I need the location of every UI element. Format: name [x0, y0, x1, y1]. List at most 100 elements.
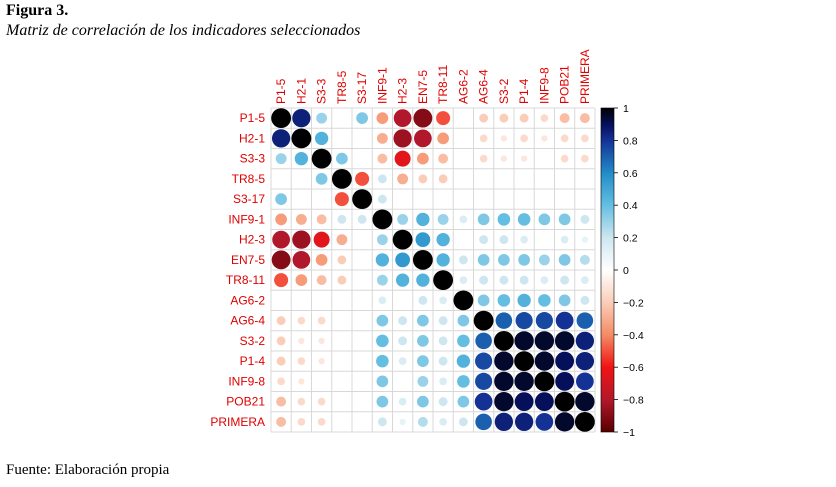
correlation-cell: [395, 273, 410, 287]
correlation-cell: [355, 171, 370, 186]
correlation-cell: [433, 270, 454, 291]
correlation-cell: [317, 418, 326, 426]
correlation-cell: [397, 213, 409, 225]
correlation-cell: [477, 294, 490, 307]
correlation-cell: [276, 396, 287, 407]
correlation-cell: [439, 296, 447, 305]
row-label: PRIMERA: [210, 415, 265, 429]
colorbar-tick-label: −0.6: [623, 362, 644, 374]
correlation-cell: [456, 354, 471, 368]
colorbar-tick-label: 0.2: [623, 233, 638, 245]
correlation-cell: [518, 254, 530, 266]
correlation-cell: [457, 334, 470, 348]
column-label: POB21: [558, 65, 572, 104]
column-label: S3-3: [315, 78, 329, 104]
row-label: INF9-1: [228, 212, 265, 226]
correlation-cell: [337, 275, 347, 285]
correlation-cell: [399, 418, 406, 426]
correlation-cell: [554, 331, 575, 351]
correlation-cell: [494, 412, 514, 432]
correlation-cell: [297, 357, 306, 365]
correlation-cell: [534, 351, 555, 371]
correlation-cell: [538, 294, 551, 307]
correlation-cell: [376, 375, 389, 388]
colorbar-tick-label: −1: [623, 427, 635, 439]
correlation-cell: [276, 316, 286, 326]
correlation-cell: [520, 155, 528, 162]
column-label: PRIMERA: [578, 49, 592, 104]
colorbar-tick-label: 0: [623, 265, 629, 277]
correlation-cell: [497, 294, 511, 307]
correlation-cell: [459, 276, 468, 284]
row-label: TR8-11: [226, 273, 265, 287]
column-label: INF9-1: [375, 67, 389, 104]
correlation-cell: [417, 355, 429, 367]
correlation-cell: [318, 357, 325, 365]
correlation-cell: [377, 174, 387, 184]
correlation-cell: [272, 230, 290, 249]
correlation-cell: [271, 129, 291, 148]
correlation-cell: [560, 154, 569, 163]
row-label: H2-3: [239, 233, 265, 247]
correlation-cell: [417, 395, 429, 408]
correlation-cell: [475, 372, 493, 390]
correlation-cell: [311, 148, 332, 169]
correlation-cell: [297, 316, 306, 325]
correlation-cell: [377, 153, 388, 164]
correlation-cell: [459, 215, 468, 224]
correlation-cell: [479, 134, 488, 143]
correlation-cell: [416, 273, 430, 287]
colorbar-tick-label: 0.8: [623, 135, 638, 147]
correlation-cell: [475, 352, 493, 370]
correlation-cell: [457, 375, 470, 388]
correlation-cell: [493, 330, 514, 351]
correlation-cell: [417, 375, 429, 387]
correlation-cell: [520, 134, 528, 143]
correlation-cell: [376, 274, 388, 286]
correlation-cell: [494, 351, 514, 371]
correlation-cell: [331, 168, 352, 189]
column-label: H2-1: [294, 78, 308, 104]
correlation-cell: [559, 113, 570, 124]
correlation-cell: [473, 310, 494, 331]
row-label: S3-17: [233, 192, 265, 206]
correlation-cell: [395, 252, 410, 268]
row-label: TR8-5: [232, 172, 266, 186]
correlation-cell: [271, 250, 291, 270]
correlation-cell: [519, 113, 529, 123]
correlation-cell: [438, 336, 448, 346]
correlation-cell: [418, 295, 428, 305]
correlation-cell: [494, 391, 514, 412]
correlation-cell: [555, 351, 575, 371]
correlation-cell: [398, 397, 407, 406]
correlation-cell: [479, 113, 489, 123]
correlation-cell: [417, 416, 428, 427]
correlation-cell: [580, 295, 590, 305]
correlation-cell: [297, 397, 306, 406]
row-label: AG6-4: [230, 314, 265, 328]
figure-label: Figura 3.: [6, 2, 69, 19]
correlation-cell: [316, 275, 327, 286]
correlation-cell: [439, 418, 447, 426]
correlation-cell: [560, 134, 569, 143]
correlation-cell: [397, 173, 409, 185]
row-label: S3-3: [240, 152, 266, 166]
correlation-cell: [477, 213, 490, 226]
row-label: P1-4: [240, 354, 266, 368]
correlation-cell: [575, 331, 595, 351]
correlation-cell: [314, 131, 329, 146]
correlation-cell: [520, 235, 528, 244]
correlation-cell: [514, 392, 534, 412]
correlation-cell: [541, 135, 548, 142]
correlation-cell: [297, 418, 306, 426]
correlation-cell: [534, 371, 555, 392]
correlation-cell: [336, 234, 348, 246]
correlation-cell: [377, 194, 387, 204]
correlation-cell: [580, 214, 590, 224]
correlation-cell: [291, 128, 312, 149]
correlation-cell: [337, 214, 347, 224]
correlation-cell: [517, 213, 531, 226]
row-label: INF9-8: [228, 374, 265, 388]
column-label: P1-5: [274, 78, 288, 104]
correlation-cell: [535, 413, 554, 431]
